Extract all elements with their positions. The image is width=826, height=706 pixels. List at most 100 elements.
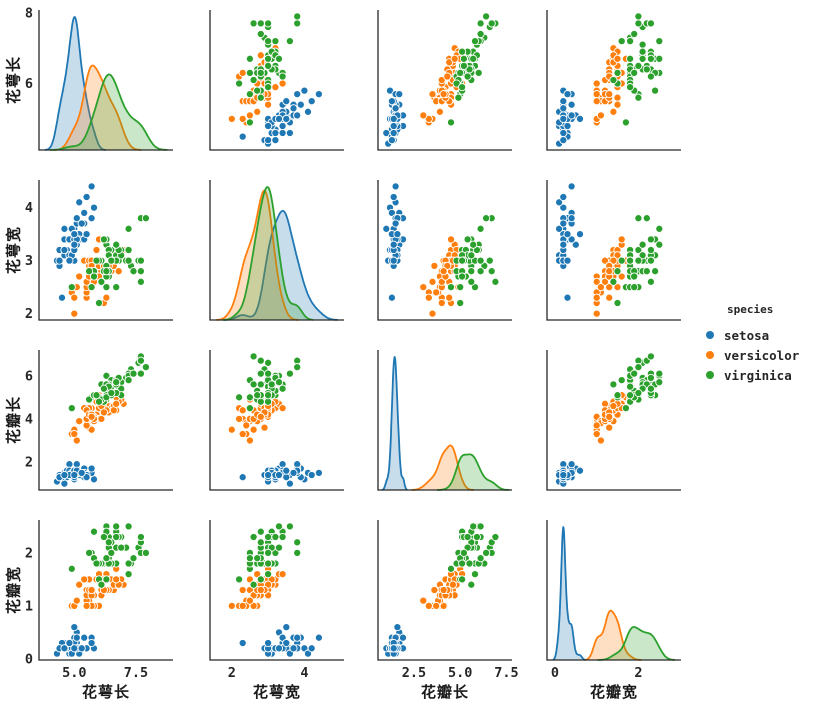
point-setosa [65,256,74,265]
point-versicolor [278,404,287,413]
x-tick-label: 4 [300,665,308,681]
point-setosa [575,466,585,475]
point-virginica [264,548,273,557]
point-setosa [567,100,576,109]
kde-curve-setosa [381,356,408,491]
point-virginica [245,393,254,402]
x-axis-label-sepal-length: 花萼长 [81,683,130,701]
point-versicolor [428,277,437,286]
point-setosa [293,633,302,642]
point-virginica [67,283,76,292]
points-virginica [609,12,664,127]
kde-curve-setosa [223,210,338,321]
kde-fill-versicolor [411,445,474,490]
axes-spines [38,520,173,661]
point-versicolor [278,570,287,579]
point-setosa [389,240,398,249]
subplot-r4c3-scatter: 2.5 5.0 7.5 [377,520,519,681]
point-virginica [630,283,639,292]
point-setosa [563,90,572,99]
point-setosa [278,121,287,131]
point-virginica [249,380,258,389]
point-setosa [77,219,86,228]
point-setosa [567,460,576,469]
point-versicolor [70,309,79,318]
point-virginica [278,532,287,542]
point-versicolor [428,309,437,318]
point-virginica [245,90,254,99]
point-virginica [476,256,485,265]
points-versicolor [592,235,635,318]
point-setosa [567,182,576,191]
point-versicolor [605,423,614,432]
point-virginica [285,37,294,46]
point-virginica [617,256,626,265]
point-virginica [129,267,138,276]
point-setosa [264,121,273,131]
point-virginica [124,245,133,255]
point-virginica [626,382,635,391]
point-versicolor [592,79,601,88]
point-versicolor [419,283,428,292]
point-virginica [646,54,655,63]
point-virginica [99,532,108,542]
point-setosa [70,230,79,239]
point-versicolor [613,54,622,63]
kde-curve-virginica [50,73,168,151]
point-virginica [476,224,485,233]
point-versicolor [72,436,81,445]
point-virginica [638,47,647,56]
axes-spines [209,350,344,491]
point-versicolor [238,601,247,610]
point-virginica [274,543,284,552]
kde-fill-setosa [381,357,408,490]
point-versicolor [435,107,444,116]
point-setosa [559,97,568,106]
point-setosa [567,235,576,244]
point-versicolor [605,293,614,302]
point-setosa [393,623,402,632]
points-virginica [67,352,150,413]
point-virginica [141,363,150,372]
axes-spines [209,520,344,661]
point-virginica [256,575,265,584]
y-tick-label: 0 [25,651,33,667]
point-virginica [235,575,244,584]
point-virginica [249,19,258,28]
point-virginica [256,538,265,547]
point-setosa [563,256,572,265]
point-setosa [274,114,284,123]
point-setosa [72,633,81,642]
point-virginica [253,391,262,400]
point-versicolor [238,68,247,77]
point-virginica [293,548,302,557]
point-virginica [264,61,273,70]
point-virginica [245,554,254,563]
point-virginica [482,214,491,223]
legend-item-setosa: setosa [701,325,799,345]
point-virginica [278,72,287,81]
point-virginica [249,532,258,542]
point-setosa [274,470,284,480]
kde-fill-versicolor [216,190,299,320]
axes-spines [546,350,681,491]
kde-curve-virginica [436,453,510,491]
subplot-r1c3-scatter [377,10,512,151]
point-virginica [102,575,111,584]
point-virginica [651,267,660,276]
point-versicolor [114,267,123,276]
point-virginica [613,267,622,276]
point-virginica [459,61,468,70]
point-virginica [89,527,99,536]
kde-fill-versicolor [585,610,642,660]
point-versicolor [592,90,601,99]
point-virginica [256,68,265,77]
point-setosa [563,230,572,239]
point-virginica [646,384,655,393]
point-virginica [446,118,456,127]
point-setosa [77,644,86,653]
point-versicolor [596,283,605,292]
kde-curve-virginica [223,186,314,321]
point-virginica [458,256,467,265]
point-versicolor [592,309,601,318]
